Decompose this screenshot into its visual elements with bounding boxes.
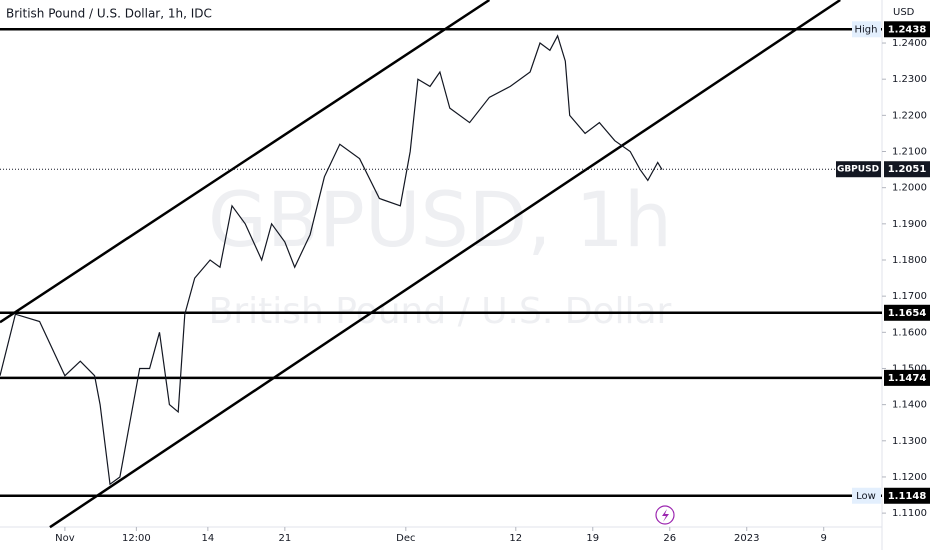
y-tick-label: 1.1500 (892, 363, 927, 374)
hline-tag: 1.2438 (888, 24, 927, 35)
y-tick-label: 1.1300 (892, 436, 927, 447)
x-tick-label: 12 (509, 533, 522, 544)
x-tick-label: 21 (278, 533, 291, 544)
extreme-tag-bg (852, 487, 881, 504)
extreme-tag: High (855, 24, 878, 35)
extreme-tag: Low (856, 491, 876, 502)
symbol-tag-bg (836, 161, 881, 178)
price-tag-bg (884, 161, 930, 178)
hline-tag-bg (884, 369, 930, 386)
y-tick-label: 1.2400 (892, 38, 927, 49)
symbol-tag: GBPUSD (837, 165, 879, 175)
currency-label: USD (893, 7, 915, 18)
chart-title: British Pound / U.S. Dollar, 1h, IDC (6, 7, 212, 21)
watermark-group: GBPUSD, 1h British Pound / U.S. Dollar (208, 175, 672, 332)
hline-tag-bg (884, 21, 930, 38)
price-tag: 1.2051 (888, 164, 927, 175)
hline-tag: 1.1654 (888, 308, 927, 319)
y-tick-label: 1.1800 (892, 255, 927, 266)
price-line (0, 34, 663, 486)
watermark: GBPUSD, 1h (208, 175, 672, 264)
x-tick-label: 26 (663, 533, 676, 544)
trend-line (0, 0, 491, 324)
y-tick-label: 1.1700 (892, 291, 927, 302)
y-tick-label: 1.1600 (892, 327, 927, 338)
x-tick-label: 14 (201, 533, 214, 544)
y-tick-label: 1.1400 (892, 400, 927, 411)
x-tick-label: 19 (586, 533, 599, 544)
y-tick-label: 1.2100 (892, 147, 927, 158)
hline-tag-bg (884, 487, 930, 504)
x-tick-label: 12:00 (122, 533, 151, 544)
y-tick-label: 1.1900 (892, 219, 927, 230)
y-tick-label: 1.2000 (892, 183, 927, 194)
y-tick-label: 1.1100 (892, 508, 927, 519)
x-tick-label: 9 (821, 533, 827, 544)
hline-tag-bg (884, 304, 930, 321)
extreme-tag-bg (852, 21, 881, 38)
event-icon[interactable] (655, 505, 675, 525)
y-tick-label: 1.2200 (892, 110, 927, 121)
trend-line (49, 0, 841, 529)
hline-tag: 1.1474 (888, 373, 927, 384)
watermark: British Pound / U.S. Dollar (209, 291, 672, 332)
y-tick-label: 1.2300 (892, 74, 927, 85)
x-tick-label: Nov (55, 533, 75, 544)
hline-tag: 1.1148 (888, 491, 927, 502)
x-tick-label: 2023 (734, 533, 759, 544)
y-tick-label: 1.1200 (892, 472, 927, 483)
x-tick-label: Dec (396, 533, 415, 544)
